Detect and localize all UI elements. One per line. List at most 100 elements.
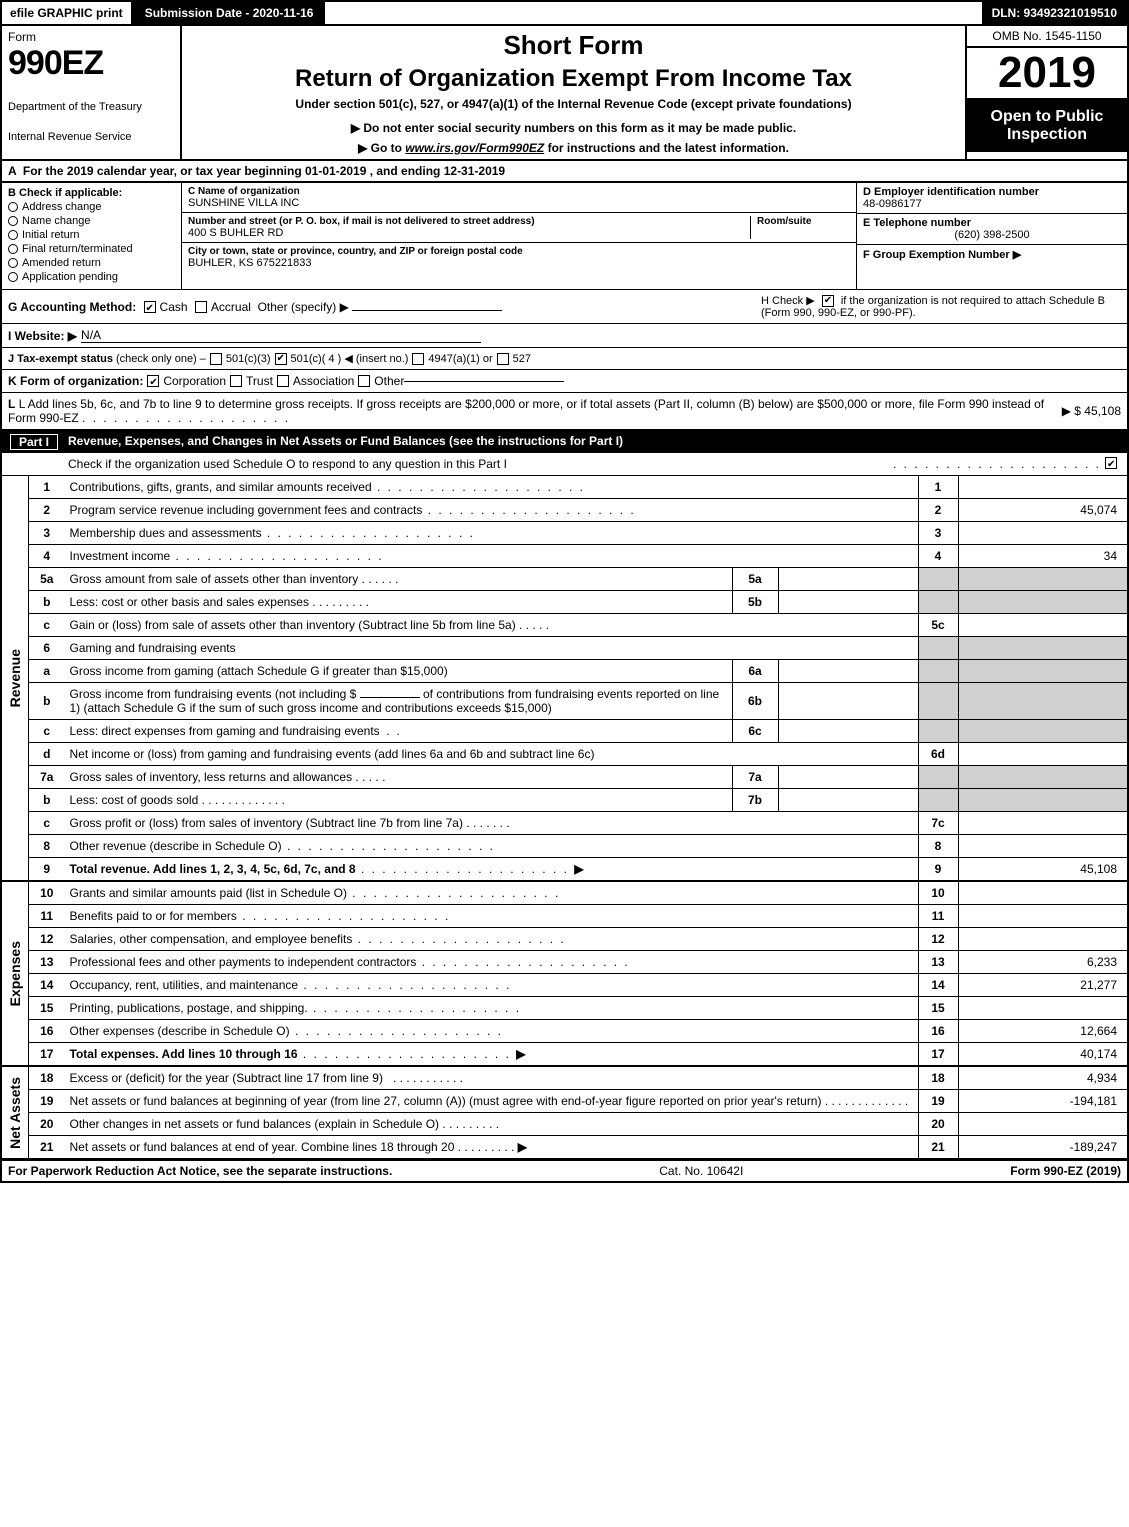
num: 17: [918, 1043, 958, 1067]
chk-amended[interactable]: Amended return: [8, 257, 175, 269]
ln: 12: [29, 928, 65, 951]
chk-4947[interactable]: [412, 353, 424, 365]
dots-icon: [298, 978, 511, 992]
desc: Program service revenue including govern…: [70, 503, 423, 517]
ln: a: [29, 660, 65, 683]
shade: [958, 591, 1128, 614]
org-name-row: C Name of organization SUNSHINE VILLA IN…: [182, 183, 856, 213]
dots-icon: [170, 549, 383, 563]
revenue-label: Revenue: [7, 649, 23, 707]
table-row: b Gross income from fundraising events (…: [1, 683, 1128, 720]
desc: Other revenue (describe in Schedule O): [70, 839, 282, 853]
cash-label: Cash: [160, 300, 188, 314]
under-section: Under section 501(c), 527, or 4947(a)(1)…: [192, 97, 955, 111]
arrow-icon: ▶: [574, 862, 583, 876]
amt: 34: [958, 545, 1128, 568]
section-c: C Name of organization SUNSHINE VILLA IN…: [182, 183, 857, 289]
ln: 15: [29, 997, 65, 1020]
num: 7c: [918, 812, 958, 835]
ln: 1: [29, 476, 65, 499]
desc: Gross income from gaming (attach Schedul…: [65, 660, 733, 683]
goto-pre: ▶ Go to: [358, 141, 405, 155]
table-row: 20 Other changes in net assets or fund b…: [1, 1113, 1128, 1136]
chk-accrual[interactable]: [195, 301, 207, 313]
amt: 4,934: [958, 1066, 1128, 1090]
num: 13: [918, 951, 958, 974]
amt: [958, 614, 1128, 637]
dept-treasury: Department of the Treasury: [8, 101, 174, 113]
chk-assoc[interactable]: [277, 375, 289, 387]
chk-trust[interactable]: [230, 375, 242, 387]
desc: Net assets or fund balances at end of ye…: [70, 1140, 455, 1154]
org-name: SUNSHINE VILLA INC: [188, 197, 850, 209]
chk-corp[interactable]: [147, 375, 159, 387]
desc: Net income or (loss) from gaming and fun…: [65, 743, 919, 766]
efile-label[interactable]: efile GRAPHIC print: [2, 2, 133, 24]
ln: c: [29, 614, 65, 637]
ln: 13: [29, 951, 65, 974]
ln: c: [29, 720, 65, 743]
financial-table: Revenue 1 Contributions, gifts, grants, …: [0, 476, 1129, 1160]
ln: 6: [29, 637, 65, 660]
arrow-icon: ▶: [516, 1047, 525, 1061]
spacer: [325, 2, 981, 24]
desc: Investment income: [70, 549, 171, 563]
table-row: 17 Total expenses. Add lines 10 through …: [1, 1043, 1128, 1067]
dots-icon: [237, 909, 450, 923]
irs-link[interactable]: www.irs.gov/Form990EZ: [405, 141, 544, 155]
footer: For Paperwork Reduction Act Notice, see …: [0, 1160, 1129, 1183]
chk-pending[interactable]: Application pending: [8, 271, 175, 283]
desc: Other expenses (describe in Schedule O): [70, 1024, 290, 1038]
tax-year-text: For the 2019 calendar year, or tax year …: [23, 164, 505, 178]
subamt: [778, 683, 918, 720]
part-i-check-row: Check if the organization used Schedule …: [0, 453, 1129, 476]
chk-527[interactable]: [497, 353, 509, 365]
dots-icon: [422, 503, 635, 517]
k-other: Other: [374, 374, 404, 388]
chk-address[interactable]: Address change: [8, 201, 175, 213]
j-note: (check only one) –: [116, 353, 206, 365]
chk-h[interactable]: [822, 295, 834, 307]
table-row: 11 Benefits paid to or for members 11: [1, 905, 1128, 928]
chk-initial[interactable]: Initial return: [8, 229, 175, 241]
subamt: [778, 568, 918, 591]
desc: Net assets or fund balances at beginning…: [70, 1094, 822, 1108]
ln: 18: [29, 1066, 65, 1090]
table-row: 8 Other revenue (describe in Schedule O)…: [1, 835, 1128, 858]
chk-final[interactable]: Final return/terminated: [8, 243, 175, 255]
accrual-label: Accrual: [211, 300, 251, 314]
chk-cash[interactable]: [144, 301, 156, 313]
num: 20: [918, 1113, 958, 1136]
dots-icon: [893, 457, 1101, 471]
num: 9: [918, 858, 958, 882]
blank6b: [360, 697, 420, 698]
ln: 8: [29, 835, 65, 858]
i-label: I Website: ▶: [8, 329, 77, 343]
desc: Excess or (deficit) for the year (Subtra…: [70, 1071, 383, 1085]
subamt: [778, 766, 918, 789]
submission-date: Submission Date - 2020-11-16: [133, 2, 326, 24]
shade: [958, 637, 1128, 660]
other-blank[interactable]: [352, 310, 502, 311]
table-row: 15 Printing, publications, postage, and …: [1, 997, 1128, 1020]
chk-parti[interactable]: [1105, 457, 1117, 469]
footer-form: Form 990-EZ (2019): [1010, 1164, 1121, 1178]
desc: Membership dues and assessments: [70, 526, 262, 540]
desc: Less: cost or other basis and sales expe…: [70, 595, 309, 609]
city-value: BUHLER, KS 675221833: [188, 257, 850, 269]
chk-name[interactable]: Name change: [8, 215, 175, 227]
chk-501c[interactable]: [275, 353, 287, 365]
chk-name-label: Name change: [22, 215, 91, 227]
chk-501c3[interactable]: [210, 353, 222, 365]
chk-final-label: Final return/terminated: [22, 243, 133, 255]
subamt: [778, 720, 918, 743]
k-assoc: Association: [293, 374, 354, 388]
main-title: Return of Organization Exempt From Incom…: [192, 65, 955, 93]
chk-other[interactable]: [358, 375, 370, 387]
shade: [958, 660, 1128, 683]
dept-irs: Internal Revenue Service: [8, 131, 174, 143]
dots-icon: [372, 480, 585, 494]
subln: 7a: [732, 766, 778, 789]
ln: 11: [29, 905, 65, 928]
amt: 45,108: [958, 858, 1128, 882]
